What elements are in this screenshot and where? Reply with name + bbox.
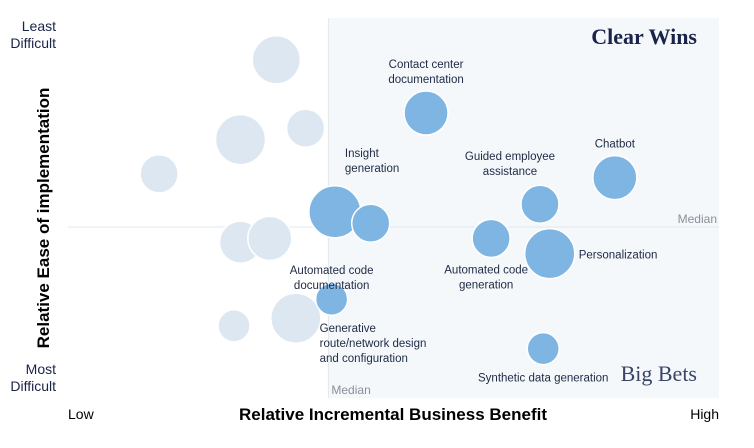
y-tick-label-top-line: Difficult xyxy=(10,35,56,51)
y-tick-label-bottom-line: Most xyxy=(26,361,56,377)
bubble-label-3-line: Insight xyxy=(345,148,380,160)
bubble-other-1 xyxy=(214,113,267,166)
bubble-label-3-line: generation xyxy=(345,163,399,175)
bubble-label-extra-0-line: documentation xyxy=(294,280,369,292)
y-tick-label-bottom-line: Difficult xyxy=(10,378,56,394)
bubble-label-1: Chatbot xyxy=(595,139,636,151)
bubble-label-0: Contact center documentation xyxy=(388,59,463,86)
bubble-label-8-line: Generative xyxy=(320,323,376,335)
bubble-label-2-line: assistance xyxy=(483,166,537,178)
bubble-label-2: Guided employee assistance xyxy=(465,151,555,178)
bubble-label-extra-0: Automated code documentation xyxy=(290,265,374,292)
bubble-highlighted-6 xyxy=(471,218,511,259)
bubble-highlighted-2 xyxy=(520,184,560,224)
bubble-label-8-line: route/network design xyxy=(320,338,427,350)
bubble-label-9: Synthetic data generation xyxy=(478,373,608,385)
x-axis-label: Relative Incremental Business Benefit xyxy=(239,405,547,424)
bubble-other-7 xyxy=(270,292,322,344)
bubble-label-extra-0-line: Automated code xyxy=(290,265,374,277)
bubble-other-3 xyxy=(139,154,179,194)
bubble-label-7: Personalization xyxy=(579,250,658,262)
y-tick-label-top: Least Difficult xyxy=(10,18,56,51)
x-tick-label-low: Low xyxy=(68,406,95,422)
median-label-y: Median xyxy=(678,212,717,226)
bubble-label-0-line: Contact center xyxy=(389,59,464,71)
y-tick-label-bottom: Most Difficult xyxy=(10,361,56,394)
y-axis-label: Relative Ease of implementation xyxy=(34,88,53,349)
bubble-label-6: Automated code generation xyxy=(444,264,528,291)
bubble-label-8: Generative route/network design and config… xyxy=(320,323,427,365)
median-label-x: Median xyxy=(331,383,370,397)
bubble-highlighted-9 xyxy=(526,331,560,366)
bubble-label-9-line: Synthetic data generation xyxy=(478,373,608,385)
bubble-other-0 xyxy=(251,35,302,85)
bubble-label-0-line: documentation xyxy=(388,74,463,86)
bubble-highlighted-7 xyxy=(523,227,576,280)
bubble-other-2 xyxy=(285,108,326,148)
bubble-other-6 xyxy=(217,309,251,343)
bubble-highlighted-4 xyxy=(350,203,391,243)
bubble-label-3: Insight generation xyxy=(345,148,399,175)
bubble-other-5 xyxy=(247,215,293,262)
bubble-label-2-line: Guided employee xyxy=(465,151,555,163)
bubble-highlighted-8 xyxy=(314,282,349,316)
y-tick-label-top-line: Least xyxy=(22,18,56,34)
bubble-highlighted-1 xyxy=(592,154,638,201)
bubble-label-8-line: and configuration xyxy=(320,353,408,365)
bubble-highlighted-0 xyxy=(403,90,449,136)
bubble-label-7-line: Personalization xyxy=(579,250,658,262)
quadrant-label-clear-wins: Clear Wins xyxy=(591,24,697,49)
quadrant-label-big-bets: Big Bets xyxy=(621,361,697,386)
bubble-label-1-line: Chatbot xyxy=(595,139,636,151)
bubble-label-6-line: Automated code xyxy=(444,264,528,276)
x-tick-label-high: High xyxy=(690,406,719,422)
bubble-label-6-line: generation xyxy=(459,279,513,291)
